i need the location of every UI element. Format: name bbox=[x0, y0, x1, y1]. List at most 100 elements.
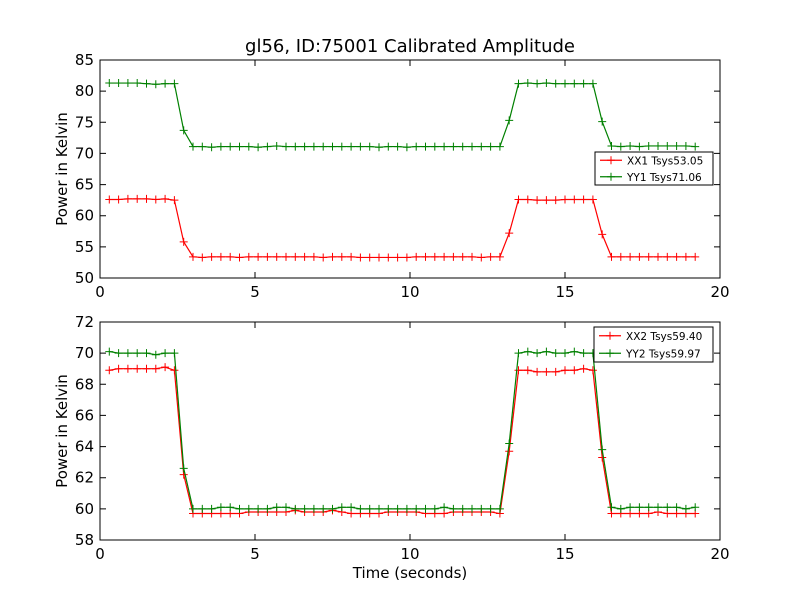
y-tick-label: 65 bbox=[75, 176, 94, 194]
x-tick-label: 20 bbox=[710, 545, 729, 563]
data-point bbox=[114, 349, 123, 358]
chart-title: gl56, ID:75001 Calibrated Amplitude bbox=[245, 36, 575, 57]
data-point bbox=[514, 366, 523, 375]
data-point bbox=[663, 252, 672, 261]
data-point bbox=[542, 347, 551, 356]
data-point bbox=[551, 79, 560, 88]
data-point bbox=[523, 195, 532, 204]
data-point bbox=[151, 195, 160, 204]
data-point bbox=[114, 79, 123, 88]
data-point bbox=[179, 126, 188, 135]
data-point bbox=[588, 195, 597, 204]
data-point bbox=[384, 504, 393, 513]
data-point bbox=[365, 253, 374, 262]
data-point bbox=[486, 504, 495, 513]
data-point bbox=[254, 252, 263, 261]
data-point bbox=[375, 143, 383, 152]
data-point bbox=[393, 253, 402, 262]
data-point bbox=[570, 347, 579, 356]
legend-label: XX2 Tsys59.40 bbox=[626, 331, 702, 343]
data-point bbox=[421, 142, 430, 151]
data-point bbox=[551, 349, 560, 358]
data-point bbox=[468, 142, 476, 151]
data-point bbox=[328, 252, 337, 261]
x-tick-label: 10 bbox=[400, 545, 419, 563]
series-line-2 bbox=[109, 82, 696, 148]
data-point bbox=[198, 142, 207, 151]
data-point bbox=[579, 349, 588, 358]
legend-box bbox=[593, 326, 714, 363]
y-tick-label: 68 bbox=[75, 375, 94, 393]
data-point bbox=[337, 503, 346, 512]
data-point bbox=[542, 79, 551, 88]
data-point bbox=[375, 504, 383, 513]
data-point bbox=[477, 142, 486, 151]
data-point bbox=[189, 504, 197, 513]
x-tick-label: 15 bbox=[555, 545, 574, 563]
y-tick-label: 80 bbox=[75, 82, 94, 100]
y-tick-label: 75 bbox=[75, 113, 94, 131]
data-point bbox=[533, 349, 542, 358]
data-point bbox=[523, 366, 532, 375]
data-point bbox=[282, 503, 290, 512]
data-point bbox=[179, 237, 188, 246]
data-point bbox=[272, 141, 281, 150]
data-point bbox=[319, 142, 328, 151]
legend: XX2 Tsys59.40 YY2 Tsys59.97 bbox=[593, 326, 714, 363]
data-point bbox=[486, 142, 495, 151]
data-point bbox=[458, 252, 467, 261]
data-point bbox=[244, 504, 253, 513]
data-point bbox=[561, 79, 569, 88]
data-point bbox=[607, 503, 616, 512]
data-point bbox=[663, 503, 672, 512]
data-point bbox=[189, 142, 197, 151]
data-point bbox=[607, 141, 616, 150]
data-point bbox=[561, 195, 569, 204]
data-point bbox=[347, 142, 356, 151]
x-tick-label: 0 bbox=[95, 545, 105, 563]
data-point bbox=[458, 504, 467, 513]
data-point bbox=[468, 504, 476, 513]
data-point bbox=[161, 79, 170, 88]
data-point bbox=[328, 504, 337, 513]
data-point bbox=[579, 79, 588, 88]
data-point bbox=[626, 141, 635, 150]
y-axis-label: Power in Kelvin bbox=[53, 112, 71, 226]
x-axis-label: Time (seconds) bbox=[352, 564, 468, 582]
data-point bbox=[356, 142, 365, 151]
data-point bbox=[393, 504, 402, 513]
data-point bbox=[421, 504, 430, 513]
data-point bbox=[626, 252, 635, 261]
data-point bbox=[179, 464, 188, 473]
data-point bbox=[654, 141, 662, 150]
legend-marker bbox=[606, 349, 614, 358]
data-point bbox=[449, 252, 458, 261]
data-point bbox=[402, 253, 411, 262]
data-point bbox=[123, 364, 132, 373]
data-point bbox=[635, 503, 644, 512]
data-point bbox=[356, 504, 365, 513]
x-tick-label: 10 bbox=[400, 283, 419, 301]
data-point bbox=[607, 252, 616, 261]
data-point bbox=[588, 366, 597, 375]
y-tick-label: 66 bbox=[75, 406, 94, 424]
data-point bbox=[523, 347, 532, 356]
data-point bbox=[672, 141, 681, 150]
bottom-plot: 0 5 10 15 20 58 60 62 64 66 68 70 72 Power in Kelvin T… bbox=[53, 313, 730, 582]
data-point bbox=[189, 252, 197, 261]
legend-marker bbox=[607, 172, 615, 181]
x-tick-label: 5 bbox=[250, 545, 260, 563]
data-point bbox=[207, 252, 216, 261]
data-point bbox=[533, 367, 542, 376]
data-point bbox=[216, 142, 225, 151]
data-point bbox=[170, 349, 179, 358]
data-point bbox=[105, 347, 114, 356]
data-point bbox=[142, 349, 151, 358]
data-point bbox=[635, 142, 644, 151]
data-point bbox=[468, 252, 476, 261]
data-point bbox=[161, 363, 170, 372]
data-point bbox=[105, 195, 114, 204]
y-tick-label: 55 bbox=[75, 238, 94, 256]
series-line-1 bbox=[109, 198, 696, 259]
data-point bbox=[691, 142, 700, 151]
